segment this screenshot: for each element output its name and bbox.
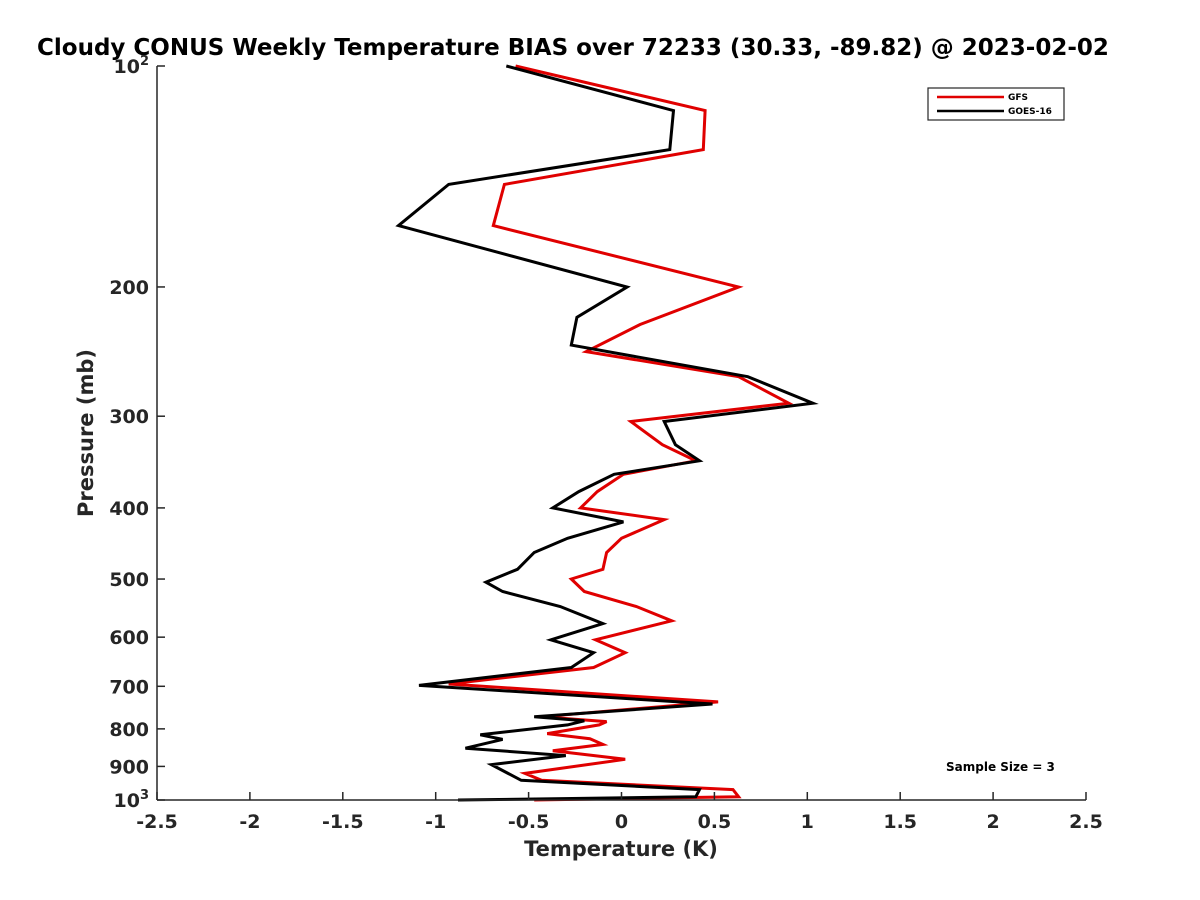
x-ticks: -2.5 -2 -1.5 -1 -0.5 0 0.5 1 1.5 2 2.5 (136, 792, 1103, 833)
legend-label-gfs: GFS (1008, 93, 1028, 103)
sample-size-annotation: Sample Size = 3 (946, 760, 1055, 774)
y-tick-label: 103 (114, 788, 150, 812)
x-axis-label: Temperature (K) (524, 837, 718, 861)
x-tick-label: 0 (615, 811, 628, 833)
y-tick-label: 102 (114, 54, 150, 78)
chart-title: Cloudy CONUS Weekly Temperature BIAS ove… (37, 35, 1109, 61)
series-layer (395, 64, 819, 802)
legend-box (927, 87, 1065, 121)
x-tick-label: -2.5 (136, 811, 178, 833)
y-tick-label: 800 (109, 719, 149, 741)
y-tick-label: 700 (109, 676, 149, 698)
legend-label-goes16: GOES-16 (1008, 107, 1052, 117)
y-tick-label: 200 (109, 277, 149, 299)
plot-area: -2.5 -2 -1.5 -1 -0.5 0 0.5 1 1.5 2 2.5 102 200 300 40… (109, 54, 1103, 833)
x-tick-label: 2 (986, 811, 999, 833)
x-tick-label: 1 (801, 811, 814, 833)
x-tick-label: 2.5 (1069, 811, 1103, 833)
x-tick-label: -0.5 (508, 811, 550, 833)
y-axis-label: Pressure (mb) (74, 349, 98, 517)
y-tick-label: 900 (109, 756, 149, 778)
x-tick-label: -1 (425, 811, 446, 833)
x-tick-label: -1.5 (322, 811, 364, 833)
y-tick-label: 600 (109, 627, 149, 649)
y-tick-label: 400 (109, 498, 149, 520)
y-tick-label: 500 (109, 569, 149, 591)
legend: GFS GOES-16 (927, 87, 1065, 121)
x-tick-label: 1.5 (883, 811, 917, 833)
series-line-goes16 (395, 64, 819, 802)
y-tick-label: 300 (109, 406, 149, 428)
y-ticks: 102 200 300 400 500 600 700 800 900 103 (109, 54, 165, 812)
series-line-gfs (448, 64, 794, 802)
x-tick-label: 0.5 (698, 811, 732, 833)
x-tick-label: -2 (239, 811, 260, 833)
